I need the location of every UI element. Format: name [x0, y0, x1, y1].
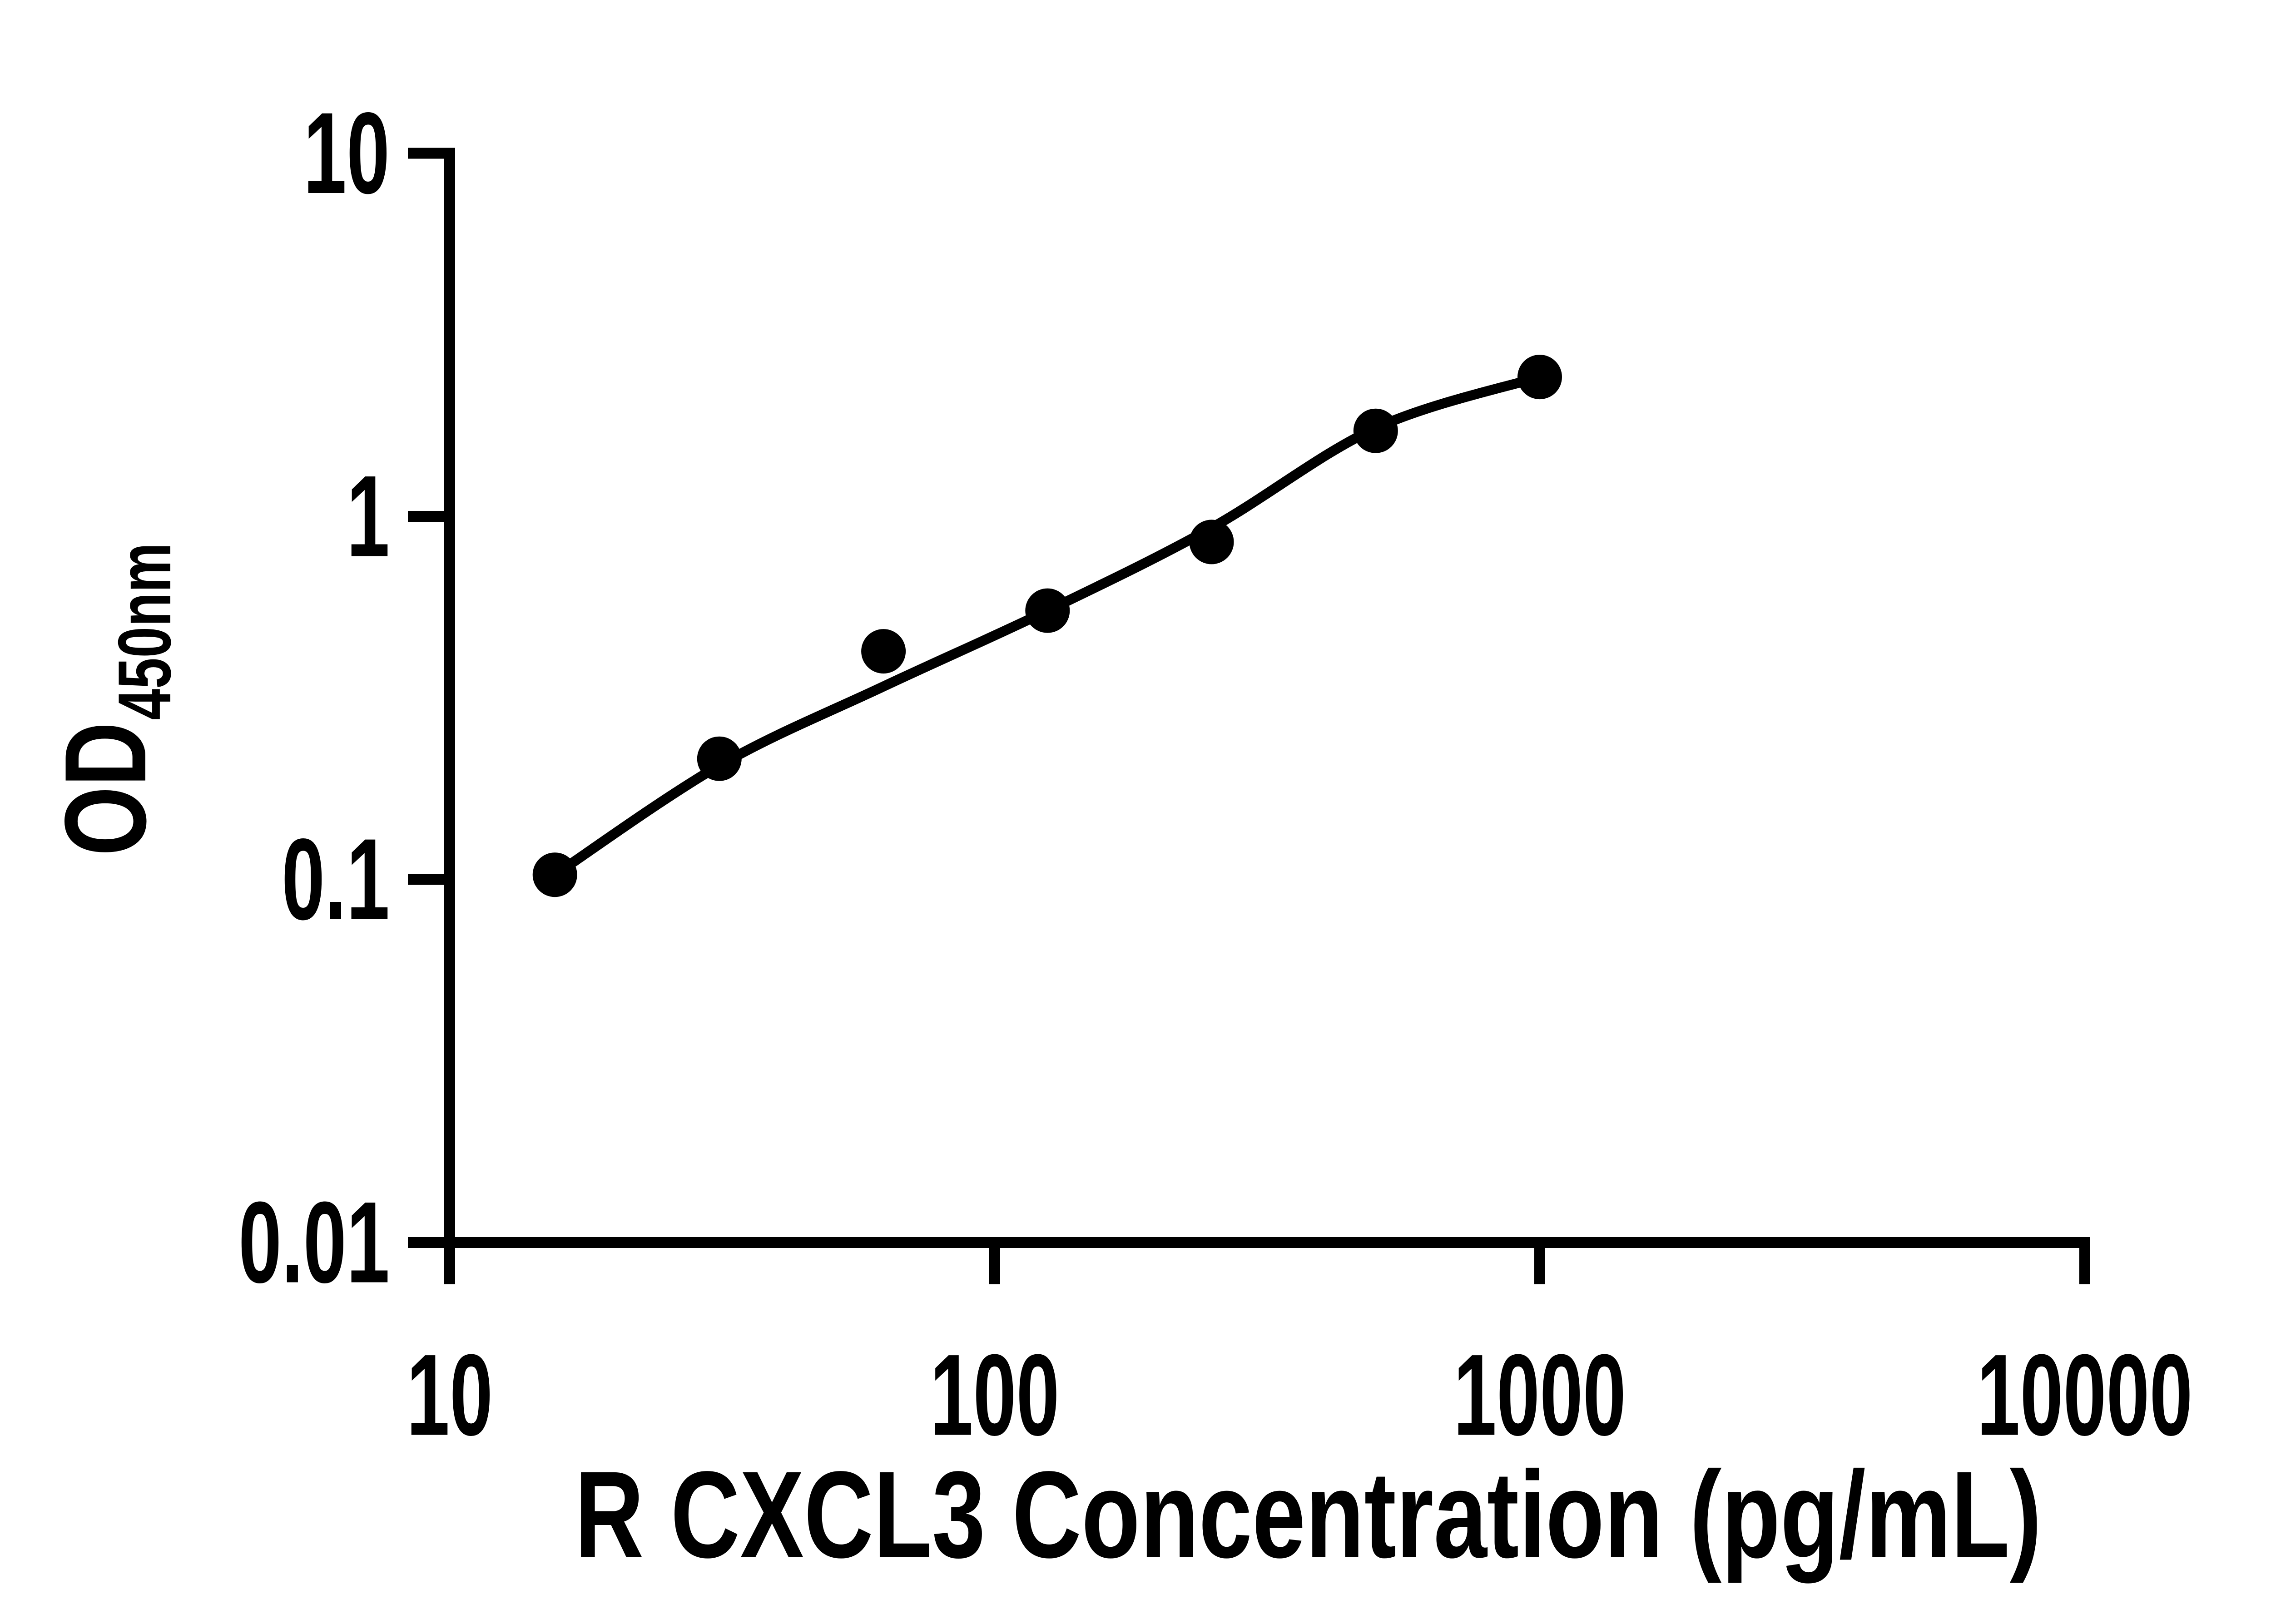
x-tick-label: 100 [930, 1331, 1060, 1460]
data-point [1189, 520, 1234, 564]
data-point [532, 852, 577, 897]
x-axis-title: R CXCL3 Concentration (pg/mL) [575, 1446, 2042, 1584]
data-point [697, 736, 742, 781]
data-point [861, 629, 906, 674]
y-tick-label: 10 [303, 89, 390, 218]
y-tick-label: 1 [347, 452, 390, 581]
x-tick-label: 1000 [1453, 1331, 1626, 1460]
y-axis-title-main: OD [41, 722, 170, 856]
x-tick-label: 10000 [1977, 1331, 2193, 1460]
y-tick-label: 0.01 [238, 1178, 390, 1307]
data-point [1025, 588, 1070, 633]
y-axis-title-subscript: 450nm [103, 543, 186, 720]
y-tick-label: 0.1 [282, 815, 390, 944]
data-point [1517, 355, 1562, 400]
y-axis-title: OD 450nm [41, 543, 186, 856]
x-tick-label: 10 [407, 1331, 493, 1460]
data-point [1353, 408, 1398, 453]
